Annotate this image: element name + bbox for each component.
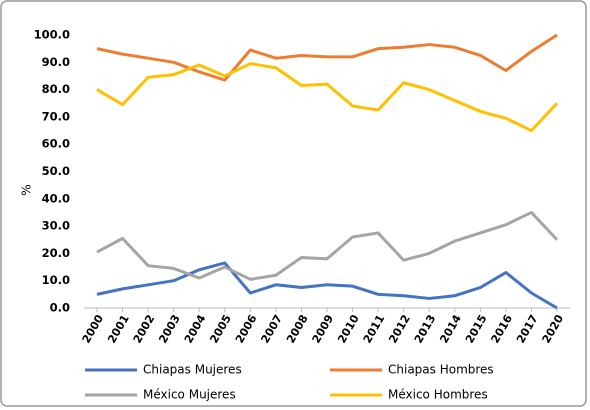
y-tick-label: 80.0 (42, 82, 70, 96)
series-line (96, 210, 559, 281)
legend-label: Chiapas Mujeres (143, 363, 242, 377)
y-tick-label: 20.0 (42, 246, 70, 260)
series-line (96, 261, 558, 310)
legend-label: México Mujeres (143, 388, 236, 402)
y-tick-label: 70.0 (42, 109, 70, 123)
y-tick-label: 30.0 (42, 219, 70, 233)
y-tick-label: 60.0 (42, 137, 70, 151)
series-line (96, 33, 558, 82)
y-tick-label: 100.0 (34, 28, 70, 42)
y-tick-label: 40.0 (42, 191, 70, 205)
series-line (96, 62, 559, 133)
legend-label: México Hombres (388, 388, 488, 402)
y-tick-label: 10.0 (42, 273, 70, 287)
y-tick-label: 90.0 (42, 55, 70, 69)
y-tick-label: 0.0 (50, 301, 70, 315)
y-axis-label: % (20, 184, 34, 195)
y-tick-label: 50.0 (42, 164, 70, 178)
legend-label: Chiapas Hombres (388, 363, 494, 377)
